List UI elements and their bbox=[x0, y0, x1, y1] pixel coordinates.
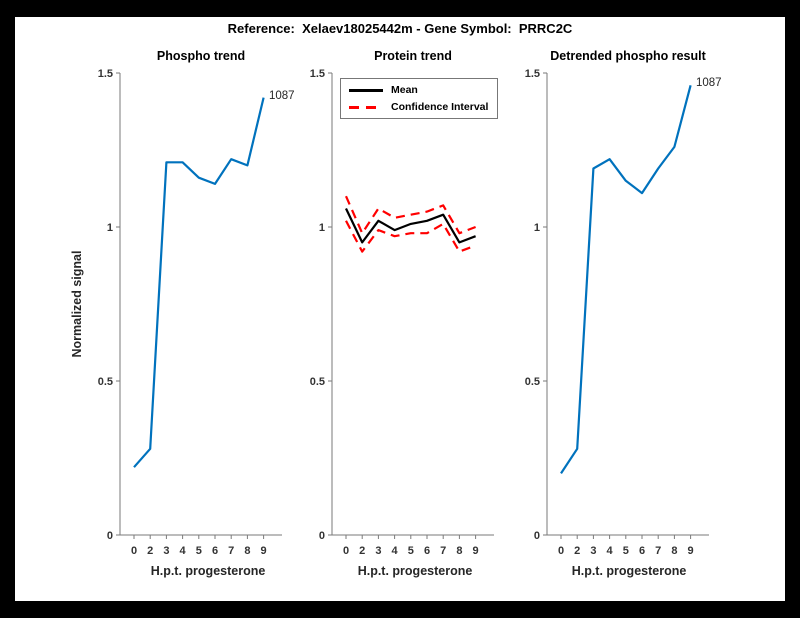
axis-lines bbox=[546, 73, 709, 536]
x-tick-label: 6 bbox=[424, 545, 430, 557]
x-tick-label: 0 bbox=[131, 545, 137, 557]
axis-lines bbox=[119, 73, 282, 536]
x-tick-label: 2 bbox=[359, 545, 365, 557]
y-tick-label: 1 bbox=[107, 222, 113, 234]
subplot-title-detrended-phospho-result: Detrended phospho result bbox=[550, 49, 706, 63]
legend-box: Mean Confidence Interval bbox=[340, 78, 499, 119]
phospho-signal-line bbox=[133, 97, 265, 468]
x-axis-label-2: H.p.t. progesterone bbox=[357, 564, 473, 578]
series-end-label-detrended: 1087 bbox=[696, 77, 722, 89]
x-tick-label: 4 bbox=[392, 545, 399, 557]
x-tick-label: 8 bbox=[244, 545, 250, 557]
y-tick-label: 1.5 bbox=[310, 68, 325, 80]
x-tick-label: 9 bbox=[473, 545, 479, 557]
x-tick-label: 8 bbox=[456, 545, 462, 557]
x-tick-label: 7 bbox=[228, 545, 234, 557]
ci-upper-line bbox=[344, 195, 476, 235]
x-tick-label: 6 bbox=[639, 545, 645, 557]
x-tick-label: 7 bbox=[655, 545, 661, 557]
x-tick-label: 4 bbox=[607, 545, 614, 557]
x-axis-label-3: H.p.t. progesterone bbox=[571, 564, 687, 578]
confidence-interval-line-swatch bbox=[349, 105, 383, 109]
y-tick-label: 0 bbox=[107, 530, 113, 542]
subplot-title-protein-trend: Protein trend bbox=[374, 49, 452, 63]
y-tick-label: 0.5 bbox=[98, 376, 113, 388]
y-tick-label: 1 bbox=[534, 222, 540, 234]
x-tick-label: 8 bbox=[671, 545, 677, 557]
x-tick-label: 2 bbox=[574, 545, 580, 557]
axis-lines bbox=[331, 73, 494, 536]
legend-row-confidence-interval: Confidence Interval bbox=[349, 101, 488, 113]
mean-line bbox=[345, 208, 476, 244]
x-tick-label: 9 bbox=[261, 545, 267, 557]
line-charts-svg: 0 2 3 4 5 6 7 8 900.511.50 2 3 4 5 6 7 8 900.511.50 2 3 4 5 6… bbox=[98, 68, 709, 557]
mean-line-swatch bbox=[349, 88, 383, 92]
x-tick-label: 0 bbox=[343, 545, 349, 557]
legend-label-confidence-interval: Confidence Interval bbox=[391, 101, 489, 113]
y-tick-label: 1.5 bbox=[525, 68, 540, 80]
x-tick-label: 5 bbox=[408, 545, 414, 557]
x-tick-label: 6 bbox=[212, 545, 218, 557]
x-tick-label: 0 bbox=[558, 545, 564, 557]
y-tick-label: 0 bbox=[534, 530, 540, 542]
figure-title: Reference: Xelaev18025442m - Gene Symbol… bbox=[227, 21, 573, 36]
x-tick-label: 2 bbox=[147, 545, 153, 557]
ci-lower-line bbox=[345, 220, 476, 253]
x-tick-label: 3 bbox=[163, 545, 169, 557]
figure-canvas: Reference: Xelaev18025442m - Gene Symbol… bbox=[15, 17, 785, 601]
subplot-title-phospho-trend: Phospho trend bbox=[156, 49, 246, 63]
x-tick-label: 9 bbox=[688, 545, 694, 557]
series-end-label-phospho: 1087 bbox=[269, 90, 295, 102]
legend-row-mean: Mean bbox=[349, 84, 488, 96]
x-tick-label: 7 bbox=[440, 545, 446, 557]
x-tick-label: 5 bbox=[623, 545, 629, 557]
detrended-phospho-signal-line bbox=[560, 85, 692, 475]
x-tick-label: 5 bbox=[196, 545, 202, 557]
legend-label-mean: Mean bbox=[391, 84, 418, 96]
y-tick-label: 0.5 bbox=[310, 376, 325, 388]
y-tick-label: 1 bbox=[319, 222, 325, 234]
y-tick-label: 0 bbox=[319, 530, 325, 542]
x-tick-label: 4 bbox=[180, 545, 187, 557]
y-tick-label: 0.5 bbox=[525, 376, 540, 388]
x-tick-label: 3 bbox=[590, 545, 596, 557]
y-tick-label: 1.5 bbox=[98, 68, 113, 80]
x-tick-label: 3 bbox=[375, 545, 381, 557]
x-axis-label-1: H.p.t. progesterone bbox=[150, 564, 266, 578]
